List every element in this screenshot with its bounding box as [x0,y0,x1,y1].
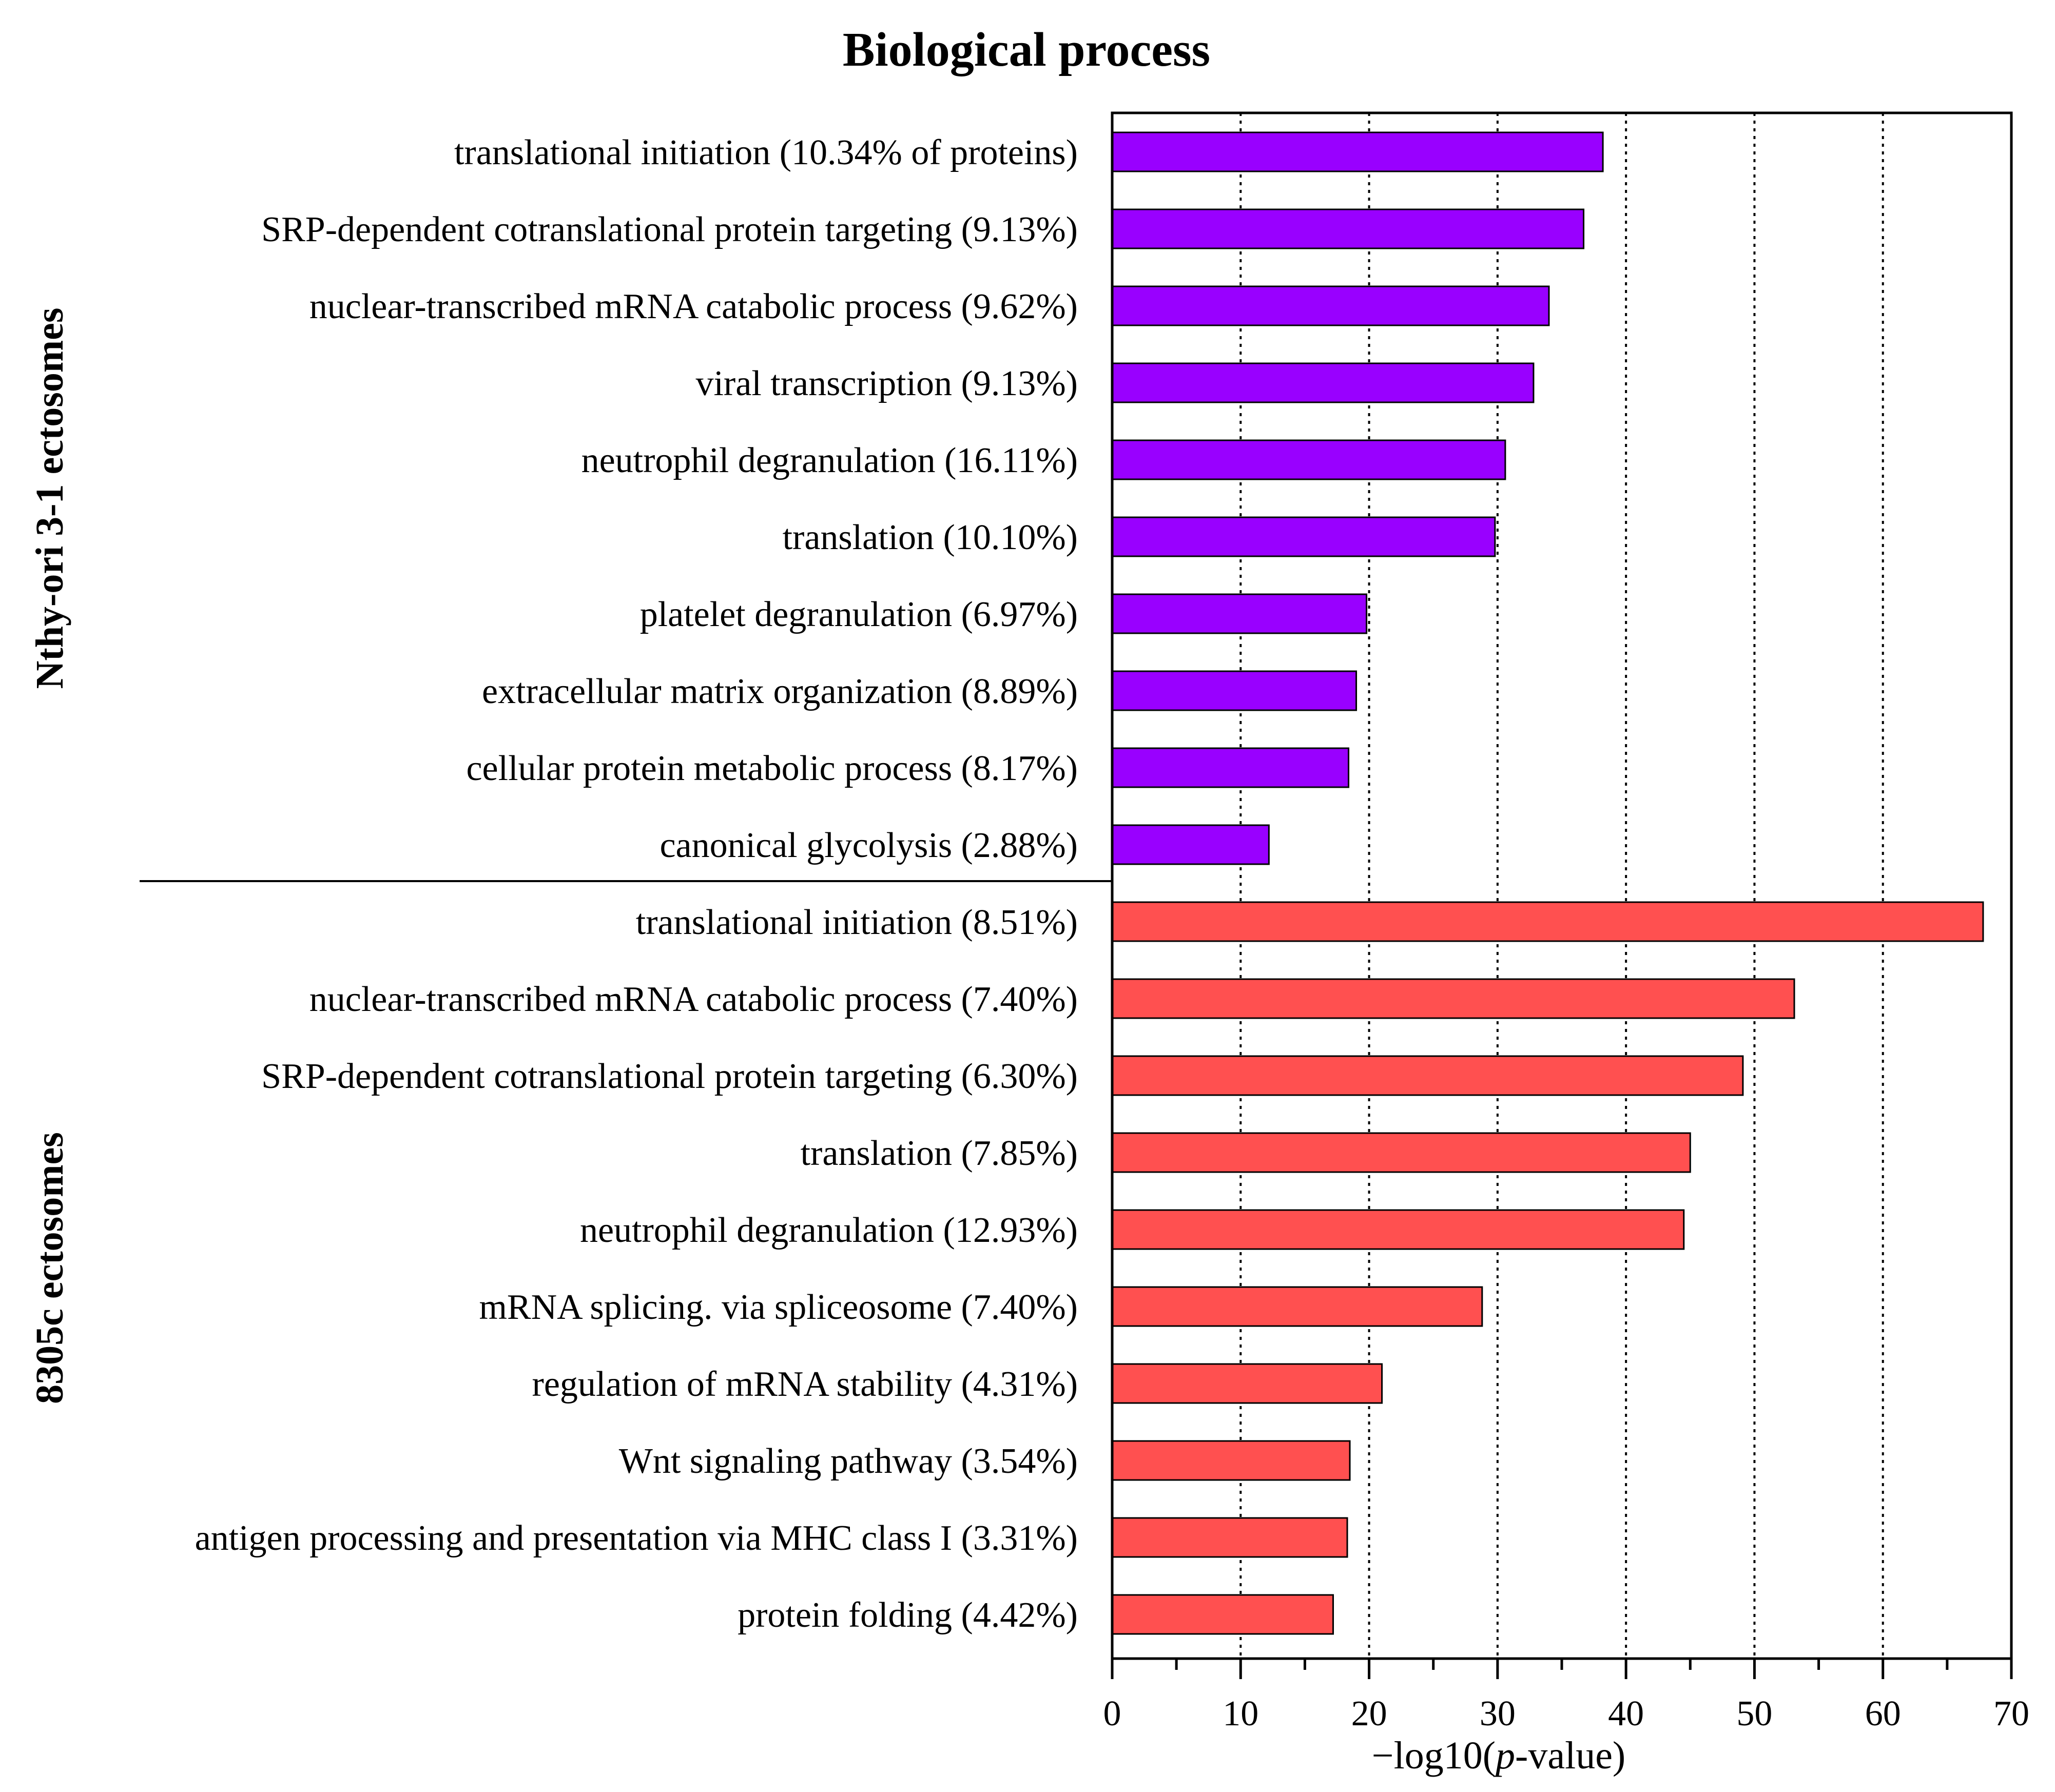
x-tick-label-30: 30 [1480,1694,1516,1733]
bar-g1-7 [1111,1440,1351,1481]
category-label-g0-5: translation (10.10%) [783,518,1078,557]
group-label-1: 8305c ectosomes [28,1132,71,1404]
category-label-g0-2: nuclear-transcribed mRNA catabolic proce… [309,287,1078,326]
category-label-g1-8: antigen processing and presentation via … [195,1518,1078,1558]
category-label-g1-4: neutrophil degranulation (12.93%) [580,1211,1078,1250]
bar-g0-7 [1111,670,1358,711]
bar-g1-3 [1111,1132,1691,1173]
bar-g0-9 [1111,824,1270,865]
bars [1111,131,1984,1635]
category-label-g1-5: mRNA splicing. via spliceosome (7.40%) [479,1288,1078,1327]
category-label-g0-8: cellular protein metabolic process (8.17… [466,749,1078,788]
bar-g0-3 [1111,362,1535,403]
bar-g1-0 [1111,901,1984,942]
plot-frame [1111,111,2013,1660]
bar-g0-4 [1111,439,1506,480]
x-tick-label-70: 70 [1993,1694,2029,1733]
x-tick-label-50: 50 [1736,1694,1772,1733]
category-label-g1-2: SRP-dependent cotranslational protein ta… [261,1057,1078,1096]
category-label-g0-3: viral transcription (9.13%) [695,364,1078,403]
category-label-g0-4: neutrophil degranulation (16.11%) [581,441,1078,480]
grid-lines [1239,113,1884,1659]
x-axis: 0 10 20 30 40 50 60 70 [140,111,2029,1733]
bar-g0-5 [1111,516,1496,557]
bar-g1-2 [1111,1055,1744,1096]
category-label-g1-3: translation (7.85%) [801,1134,1078,1173]
x-tick-label-20: 20 [1351,1694,1387,1733]
category-label-g0-0: translational initiation (10.34% of prot… [454,133,1078,172]
bar-g1-6 [1111,1363,1383,1404]
x-tick-label-60: 60 [1865,1694,1901,1733]
bar-g0-2 [1111,285,1550,326]
x-tick-label-0: 0 [1103,1694,1121,1733]
bar-g0-0 [1111,131,1604,172]
category-label-g1-9: protein folding (4.42%) [738,1595,1078,1635]
group-labels: Nthy-ori 3-1 ectosomes 8305c ectosomes [28,308,71,1404]
category-label-g0-6: platelet degranulation (6.97%) [640,595,1078,634]
category-labels: translational initiation (10.34% of prot… [195,133,1078,1635]
x-tick-label-10: 10 [1223,1694,1258,1733]
category-label-g1-6: regulation of mRNA stability (4.31%) [532,1365,1078,1404]
bar-g1-9 [1111,1594,1334,1635]
bar-g0-1 [1111,208,1585,249]
category-label-g1-7: Wnt signaling pathway (3.54%) [619,1442,1078,1481]
category-label-g0-7: extracellular matrix organization (8.89%… [482,672,1078,711]
bar-g0-8 [1111,747,1350,788]
category-label-g1-1: nuclear-transcribed mRNA catabolic proce… [309,980,1078,1019]
bar-g0-6 [1111,593,1368,634]
bar-g1-1 [1111,978,1795,1019]
x-tick-label-40: 40 [1608,1694,1644,1733]
bar-g1-4 [1111,1209,1685,1250]
category-label-g0-1: SRP-dependent cotranslational protein ta… [261,210,1078,249]
group-label-0: Nthy-ori 3-1 ectosomes [28,308,71,689]
chart-title: Biological process [843,23,1210,76]
category-label-g0-9: canonical glycolysis (2.88%) [660,826,1078,865]
bar-g1-5 [1111,1286,1483,1327]
category-label-g1-0: translational initiation (8.51%) [636,903,1078,942]
bar-g1-8 [1111,1517,1348,1558]
x-axis-label: −log10(p-value) [1372,1734,1626,1777]
